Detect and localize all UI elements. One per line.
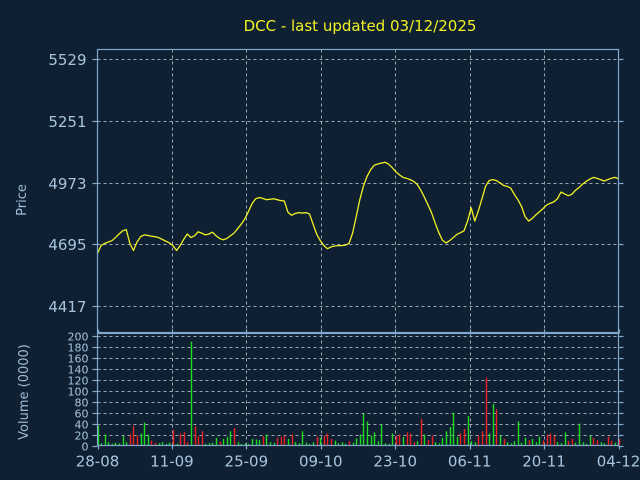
volume-ytick: 140 — [68, 364, 89, 377]
xtick-label: 09-10 — [299, 453, 343, 471]
xtick-label: 20-11 — [522, 453, 566, 471]
price-line — [96, 161, 620, 255]
volume-ytick: 20 — [75, 430, 89, 443]
panel-frames — [92, 48, 624, 450]
xtick-label: 06-11 — [448, 453, 492, 471]
price-ytick: 4973 — [48, 175, 86, 193]
volume-bars — [97, 341, 621, 445]
xtick-label: 28-08 — [76, 453, 120, 471]
price-ytick: 4695 — [48, 236, 86, 254]
volume-ytick: 180 — [68, 342, 89, 355]
price-ytick: 5251 — [48, 113, 86, 131]
chart-title: DCC - last updated 03/12/2025 — [244, 17, 477, 35]
xtick-labels: 28-08 11-09 25-09 09-10 23-10 06-11 20-11 04-12 — [76, 453, 640, 471]
volume-ytick: 60 — [75, 408, 89, 421]
volume-gridlines — [97, 334, 619, 446]
xtick-label: 04-12 — [597, 453, 640, 471]
volume-ytick: 160 — [68, 353, 89, 366]
volume-ytick: 120 — [68, 375, 89, 388]
volume-axis-label: Volume (0000) — [17, 344, 32, 440]
volume-ytick: 200 — [68, 331, 89, 344]
xtick-label: 25-09 — [225, 453, 269, 471]
volume-ytick: 40 — [75, 419, 89, 432]
price-axis-label: Price — [15, 184, 30, 216]
price-gridlines — [97, 49, 619, 333]
volume-ytick: 100 — [68, 386, 89, 399]
price-ytick: 4417 — [48, 298, 86, 316]
xtick-label: 11-09 — [150, 453, 194, 471]
volume-ytick: 80 — [75, 397, 89, 410]
volume-ytick: 0 — [82, 441, 89, 454]
xtick-label: 23-10 — [373, 453, 417, 471]
price-ytick: 5529 — [48, 51, 86, 69]
price-ytick-labels: 5529 5251 4973 4695 4417 — [48, 51, 86, 316]
